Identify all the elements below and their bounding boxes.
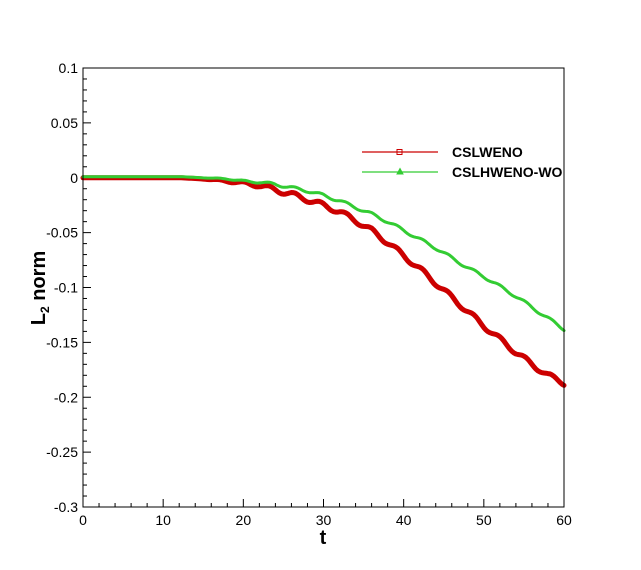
series-layer [80,175,567,388]
y-axis-title-main: L [28,313,50,325]
x-tick-label: 0 [79,512,87,528]
series-line-cslhweno-wo [81,175,566,333]
x-tick-label: 10 [155,512,171,528]
x-tick-label: 30 [316,512,332,528]
y-tick-label: 0.1 [59,60,79,76]
x-axis-title: t [320,527,327,549]
y-tick-label: -0.25 [46,444,78,460]
major-ticks [82,67,565,508]
y-tick-label: 0 [70,170,78,186]
legend-label-cslhweno-wo: CSLHWENO-WO [452,164,563,180]
y-tick-label: 0.05 [51,115,78,131]
y-tick-label: -0.3 [54,499,78,515]
legend: CSLWENO CSLHWENO-WO [362,144,563,180]
y-axis-title: L2 norm [28,251,52,325]
y-tick-label: -0.05 [46,225,78,241]
x-tick-label: 60 [556,512,572,528]
x-tick-label: 20 [236,512,252,528]
y-tick-label: -0.2 [54,389,78,405]
y-tick-label: -0.15 [46,334,78,350]
y-axis-title-rest: norm [28,251,50,307]
legend-marker-triangle [396,167,404,175]
x-tick-labels: 0 10 20 30 40 50 60 [79,512,572,528]
legend-marker-square [396,149,403,155]
legend-entry-cslweno: CSLWENO [362,144,523,160]
minor-ticks [83,78,549,507]
y-tick-labels: 0.1 0.05 0 -0.05 -0.1 -0.15 -0.2 -0.25 -0.3 [46,60,78,515]
y-tick-label: -0.1 [54,280,78,296]
legend-label-cslweno: CSLWENO [452,144,523,160]
y-axis-title-subscript: 2 [38,306,52,313]
legend-entry-cslhweno-wo: CSLHWENO-WO [362,164,563,180]
plot-frame [82,67,565,508]
x-tick-label: 50 [476,512,492,528]
x-tick-label: 40 [396,512,412,528]
